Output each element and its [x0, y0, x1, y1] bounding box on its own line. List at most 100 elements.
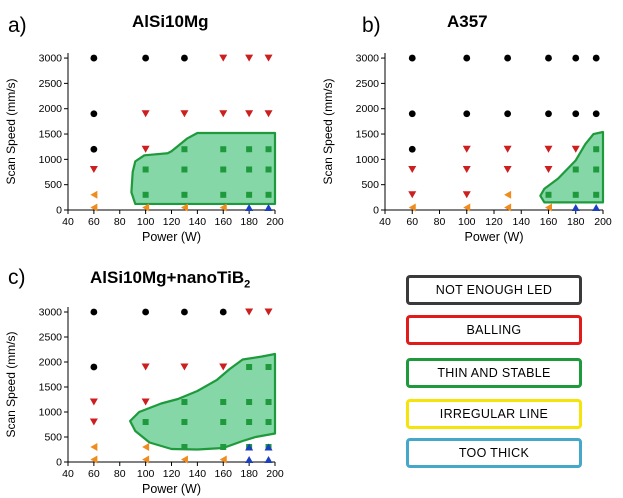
y-tick-label: 1500 [356, 129, 380, 141]
not-enough-led-point [545, 54, 552, 62]
x-tick-label: 180 [567, 216, 585, 228]
thin-and-stable-point [265, 364, 272, 370]
chart-plot-2: 40 60 80 100 120 140 160 180 2000500100015002000… [4, 307, 284, 497]
thin-and-stable-point [246, 399, 253, 405]
thin-and-stable-point [265, 419, 272, 425]
legend-label: IRREGULAR LINE [439, 407, 549, 421]
not-enough-led-point [408, 110, 416, 118]
x-tick-label: 60 [406, 216, 418, 228]
irregular-line-point [142, 203, 150, 212]
irregular-line-point [219, 455, 227, 464]
legend-label: THIN AND STABLE [437, 366, 551, 380]
x-tick-label: 80 [434, 216, 446, 228]
too-thick-point [571, 203, 580, 211]
too-thick-point [592, 203, 601, 211]
y-tick-label: 2500 [39, 332, 63, 344]
panel-label: c) [8, 266, 26, 289]
thin-and-stable-point [181, 399, 188, 405]
not-enough-led-point [592, 110, 600, 118]
y-tick-label: 500 [44, 179, 62, 191]
x-tick-label: 160 [540, 216, 558, 228]
balling-point [264, 110, 273, 118]
thin-and-stable-point [265, 166, 272, 173]
balling-point [141, 363, 150, 371]
x-tick-label: 80 [114, 468, 126, 480]
panel-label: b) [362, 14, 381, 37]
balling-point [571, 145, 580, 153]
not-enough-led-point [219, 308, 227, 316]
x-tick-label: 140 [512, 216, 530, 228]
x-tick-label: 40 [62, 216, 74, 228]
irregular-line-point [180, 455, 188, 464]
y-tick-label: 500 [361, 179, 379, 191]
not-enough-led-point [142, 54, 150, 62]
thin-and-stable-point [265, 191, 272, 198]
process-window-region [539, 130, 605, 204]
thin-and-stable-point [265, 399, 272, 405]
x-axis-label: Power (W) [142, 230, 201, 244]
x-tick-label: 140 [189, 468, 207, 480]
too-thick-point [245, 456, 254, 463]
thin-and-stable-point [246, 419, 253, 425]
irregular-line-point [90, 190, 98, 199]
balling-point [219, 363, 228, 371]
y-tick-label: 3000 [356, 53, 380, 65]
too-thick-point [264, 443, 273, 451]
y-axis-label: Scan Speed (mm/s) [321, 78, 335, 184]
x-tick-label: 200 [266, 216, 284, 228]
irregular-line-point [504, 203, 512, 212]
x-tick-label: 40 [379, 216, 391, 228]
thin-and-stable-point [220, 399, 227, 405]
balling-point [89, 418, 98, 426]
not-enough-led-point [90, 110, 98, 118]
thin-and-stable-point [220, 166, 227, 173]
thin-and-stable-point [246, 166, 253, 173]
y-tick-label: 500 [44, 432, 62, 444]
panel-label: a) [8, 14, 27, 37]
chart-title: AlSi10Mg+nanoTiB2 [90, 268, 250, 290]
irregular-line-point [545, 203, 552, 212]
x-tick-label: 100 [137, 216, 155, 228]
y-tick-label: 0 [373, 205, 379, 217]
thin-and-stable-point [220, 444, 227, 450]
balling-point [245, 308, 254, 316]
thin-and-stable-point [593, 191, 600, 198]
legend-item-too-thick: TOO THICK [406, 438, 582, 468]
balling-point [219, 110, 228, 118]
balling-point [89, 398, 98, 406]
y-tick-label: 2000 [39, 357, 63, 369]
y-tick-label: 0 [56, 457, 62, 469]
y-tick-label: 2000 [356, 103, 380, 115]
y-tick-label: 1500 [39, 382, 63, 394]
x-tick-label: 120 [485, 216, 503, 228]
x-axis-label: Power (W) [142, 482, 201, 496]
not-enough-led-point [142, 308, 150, 316]
legend-item-irregular-line: IRREGULAR LINE [406, 399, 582, 429]
thin-and-stable-point [572, 191, 579, 198]
thin-and-stable-point [265, 146, 272, 153]
balling-point [462, 145, 471, 153]
legend-label: TOO THICK [458, 446, 530, 460]
irregular-line-point [90, 455, 98, 464]
y-tick-label: 1000 [356, 154, 380, 166]
irregular-line-point [180, 203, 188, 212]
not-enough-led-point [181, 54, 188, 62]
x-axis-label: Power (W) [464, 230, 523, 244]
balling-point [408, 191, 417, 199]
x-tick-label: 60 [88, 216, 100, 228]
not-enough-led-point [592, 54, 600, 62]
y-axis-label: Scan Speed (mm/s) [4, 331, 18, 437]
legend-item-not-enough-led: NOT ENOUGH LED [406, 275, 582, 305]
not-enough-led-point [90, 363, 98, 371]
balling-point [544, 145, 553, 153]
too-thick-point [245, 203, 254, 211]
balling-point [264, 308, 273, 316]
thin-and-stable-point [545, 191, 552, 198]
balling-point [141, 398, 150, 406]
irregular-line-point [142, 443, 150, 451]
balling-point [180, 110, 189, 118]
y-tick-label: 2500 [356, 78, 380, 90]
thin-and-stable-point [246, 146, 253, 153]
x-tick-label: 80 [114, 216, 126, 228]
